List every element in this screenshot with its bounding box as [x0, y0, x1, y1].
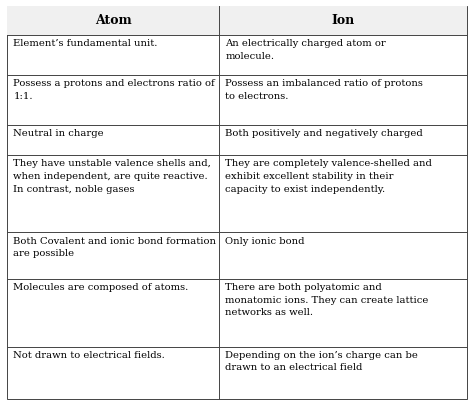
Text: Possess a protons and electrons ratio of
1:1.: Possess a protons and electrons ratio of… — [13, 79, 215, 101]
Text: Element’s fundamental unit.: Element’s fundamental unit. — [13, 39, 158, 48]
Text: Possess an imbalanced ratio of protons
to electrons.: Possess an imbalanced ratio of protons t… — [225, 79, 423, 101]
Text: There are both polyatomic and
monatomic ions. They can create lattice
networks a: There are both polyatomic and monatomic … — [225, 283, 428, 318]
Text: They have unstable valence shells and,
when independent, are quite reactive.
In : They have unstable valence shells and, w… — [13, 160, 211, 194]
Text: They are completely valence-shelled and
exhibit excellent stability in their
cap: They are completely valence-shelled and … — [225, 160, 432, 194]
Text: Depending on the ion’s charge can be
drawn to an electrical field: Depending on the ion’s charge can be dra… — [225, 351, 418, 373]
Text: Not drawn to electrical fields.: Not drawn to electrical fields. — [13, 351, 165, 360]
Text: An electrically charged atom or
molecule.: An electrically charged atom or molecule… — [225, 39, 386, 61]
Bar — [7, 6, 467, 35]
Text: Neutral in charge: Neutral in charge — [13, 129, 104, 138]
Text: Both positively and negatively charged: Both positively and negatively charged — [225, 129, 423, 138]
Text: Both Covalent and ionic bond formation
are possible: Both Covalent and ionic bond formation a… — [13, 237, 216, 258]
Text: Only ionic bond: Only ionic bond — [225, 237, 305, 245]
Text: Ion: Ion — [331, 14, 355, 27]
Text: Molecules are composed of atoms.: Molecules are composed of atoms. — [13, 283, 189, 292]
Text: Atom: Atom — [95, 14, 131, 27]
